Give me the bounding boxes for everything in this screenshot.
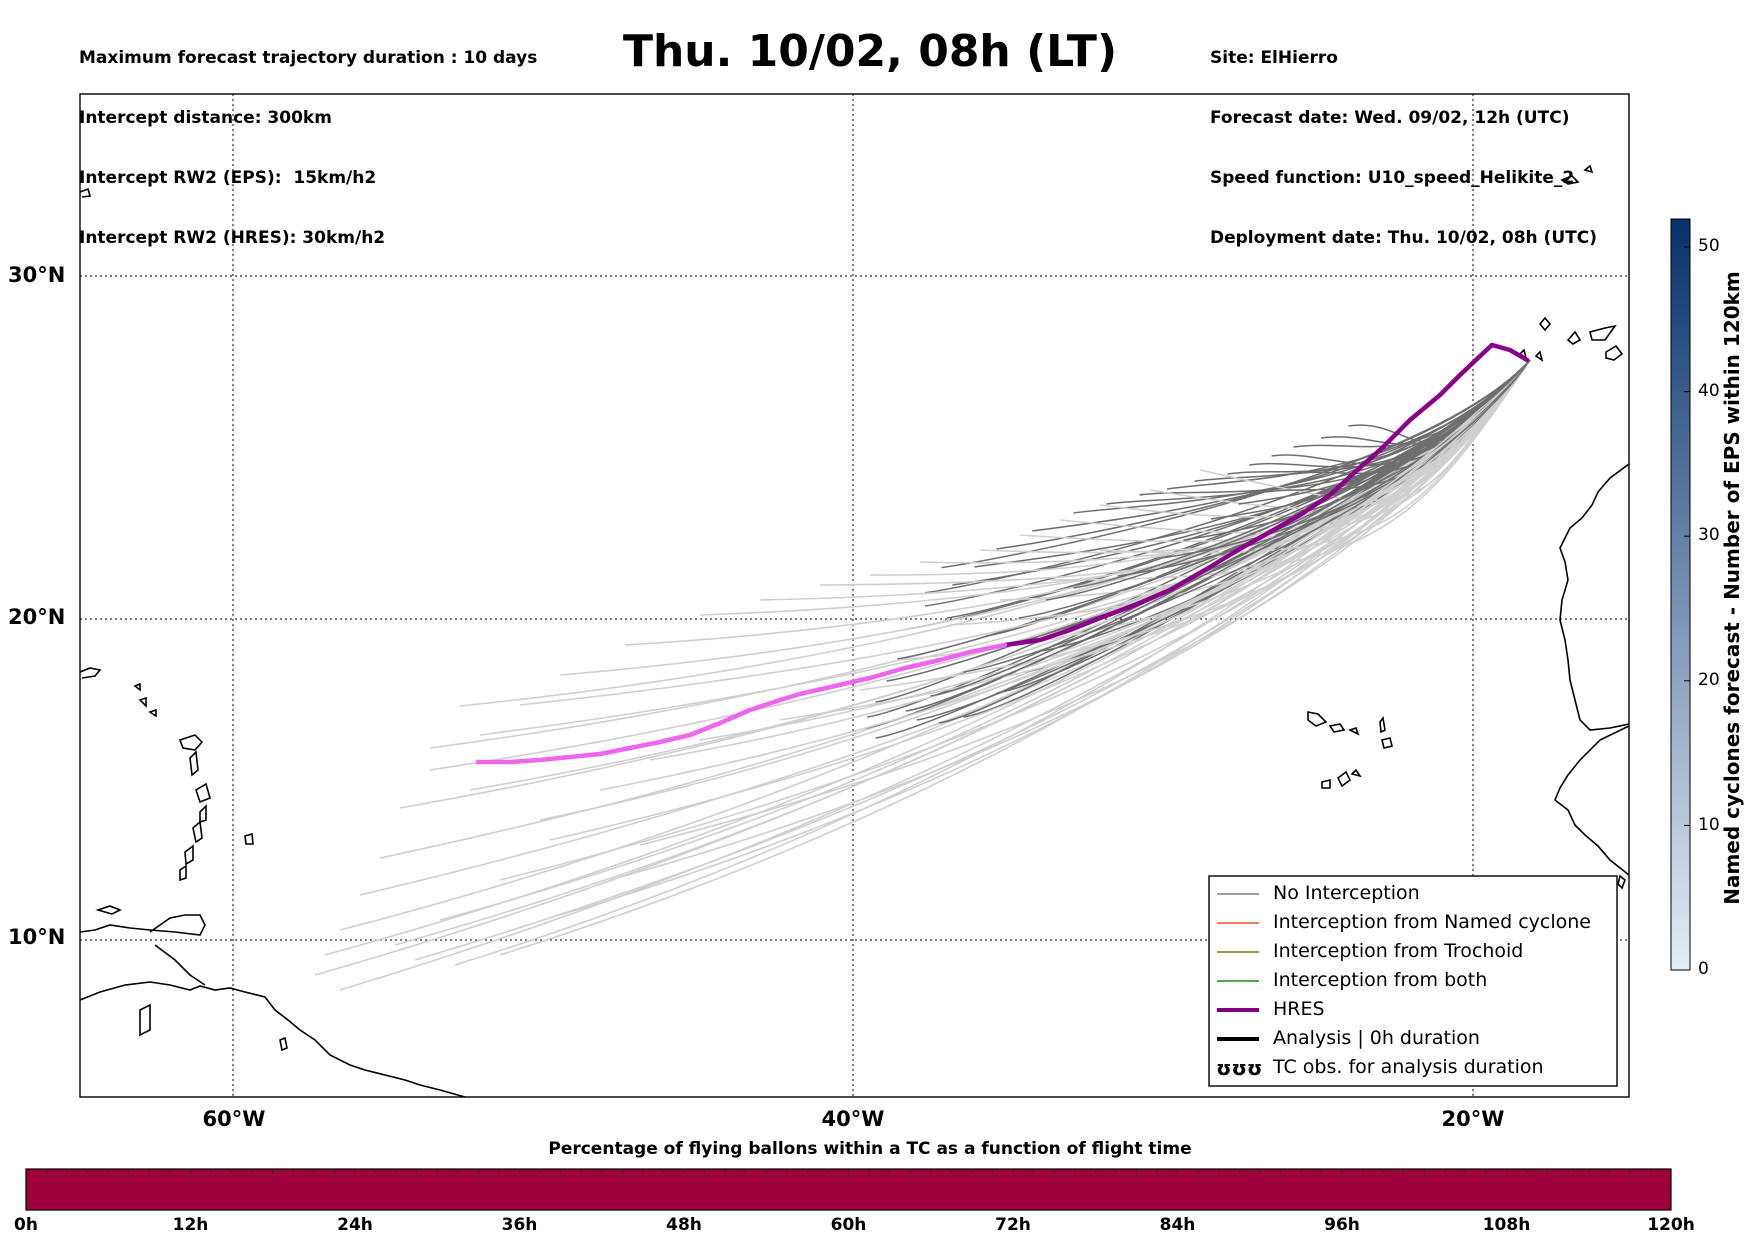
forecast-info-right: Site: ElHierro Forecast date: Wed. 09/02… <box>1210 8 1597 268</box>
bar-time-label: 120h <box>1647 1215 1695 1235</box>
eps-trajectory <box>414 359 1531 961</box>
eps-trajectory-early <box>996 359 1531 550</box>
eps-trajectory-early <box>867 359 1531 718</box>
eps-trajectory <box>469 359 1531 791</box>
page-title: Thu. 10/02, 08h (LT) <box>622 26 1118 77</box>
lat-label-10n: 10°N <box>8 925 66 949</box>
eps-trajectory <box>519 359 1531 706</box>
bar-title: Percentage of flying ballons within a TC… <box>548 1139 1192 1159</box>
colorbar-tick-10: 10 <box>1698 815 1720 835</box>
eps-trajectory <box>859 359 1531 691</box>
legend-item-label: Interception from Named cyclone <box>1273 911 1591 933</box>
bar-time-label: 96h <box>1324 1215 1360 1235</box>
eps-trajectory <box>1049 359 1531 581</box>
info-max-duration: Maximum forecast trajectory duration : 1… <box>79 48 538 68</box>
eps-trajectory <box>499 359 1531 881</box>
bar-time-label: 24h <box>337 1215 373 1235</box>
hres-trajectory <box>1002 342 1530 648</box>
eps-trajectory <box>599 359 1531 791</box>
colorbar-title: Named cyclones forecast - Number of EPS … <box>1720 271 1744 905</box>
eps-trajectory <box>394 359 1531 946</box>
info-intercept-eps: Intercept RW2 (EPS): 15km/h2 <box>79 168 377 188</box>
colorbar-tick-20: 20 <box>1698 670 1720 690</box>
info-deployment-date: Deployment date: Thu. 10/02, 08h (UTC) <box>1210 228 1597 248</box>
colorbar-tick-40: 40 <box>1698 381 1720 401</box>
info-intercept-hres: Intercept RW2 (HRES): 30km/h2 <box>79 228 386 248</box>
tc-percentage-bar <box>25 1168 1672 1211</box>
info-forecast-date: Forecast date: Wed. 09/02, 12h (UTC) <box>1210 108 1570 128</box>
eps-trajectory-early <box>897 359 1531 660</box>
legend <box>1208 875 1618 1087</box>
bar-time-label: 72h <box>995 1215 1031 1235</box>
legend-item-label: Interception from Trochoid <box>1273 940 1524 962</box>
bar-time-label: 84h <box>1159 1215 1196 1235</box>
eps-trajectory <box>1099 359 1531 554</box>
lon-label-20w: 20°W <box>1441 1107 1505 1131</box>
legend-item-label: No Interception <box>1273 882 1420 904</box>
map-frame <box>79 93 1630 1098</box>
colorbar-tick-0: 0 <box>1698 959 1709 979</box>
colorbar <box>1670 218 1691 971</box>
bar-time-label: 36h <box>501 1215 538 1235</box>
coastlines <box>80 164 1629 1097</box>
legend-item-label: TC obs. for analysis duration <box>1273 1056 1544 1078</box>
eps-trajectory-early <box>1045 359 1531 601</box>
colorbar-ticks <box>1684 246 1690 971</box>
lon-label-60w: 60°W <box>202 1107 266 1131</box>
bar-time-label: 60h <box>830 1215 867 1235</box>
bar-ticks <box>25 1169 1672 1174</box>
lat-label-30n: 30°N <box>8 263 66 287</box>
colorbar-tick-50: 50 <box>1698 236 1720 256</box>
eps-trajectory-early <box>930 359 1531 697</box>
info-site: Site: ElHierro <box>1210 48 1338 68</box>
eps-trajectory <box>539 359 1531 821</box>
eps-trajectory <box>459 359 1531 707</box>
legend-symbol: ʊʊʊ <box>1216 1056 1263 1080</box>
legend-item-label: Analysis | 0h duration <box>1273 1027 1480 1049</box>
forecast-info-left: Maximum forecast trajectory duration : 1… <box>79 8 537 268</box>
eps-trajectory-early <box>886 359 1531 682</box>
eps-trajectory <box>499 359 1531 956</box>
legend-item-label: Interception from both <box>1273 969 1488 991</box>
bar-time-label: 0h <box>14 1215 38 1235</box>
eps-trajectory <box>379 359 1531 859</box>
eps-trajectory <box>439 359 1531 921</box>
legend-item-label: HRES <box>1273 998 1325 1020</box>
eps-trajectory <box>699 359 1531 741</box>
eps-trajectory-early <box>952 359 1531 586</box>
bar-time-label: 48h <box>666 1215 702 1235</box>
lon-label-40w: 40°W <box>821 1107 885 1131</box>
info-speed-function: Speed function: U10_speed_Helikite_2 <box>1210 168 1575 188</box>
eps-trajectory-early <box>963 359 1531 673</box>
eps-trajectory-early <box>941 359 1531 569</box>
eps-trajectory-early <box>1166 359 1531 490</box>
hres-trajectory-late <box>475 642 1008 765</box>
colorbar-tick-30: 30 <box>1698 525 1720 545</box>
bar-time-label: 12h <box>172 1215 209 1235</box>
bar-time-label: 108h <box>1482 1215 1531 1235</box>
info-intercept-distance: Intercept distance: 300km <box>79 108 332 128</box>
eps-trajectory-early <box>905 359 1531 712</box>
eps-trajectory <box>399 359 1531 809</box>
lat-label-20n: 20°N <box>8 605 66 629</box>
eps-trajectory <box>549 359 1531 841</box>
